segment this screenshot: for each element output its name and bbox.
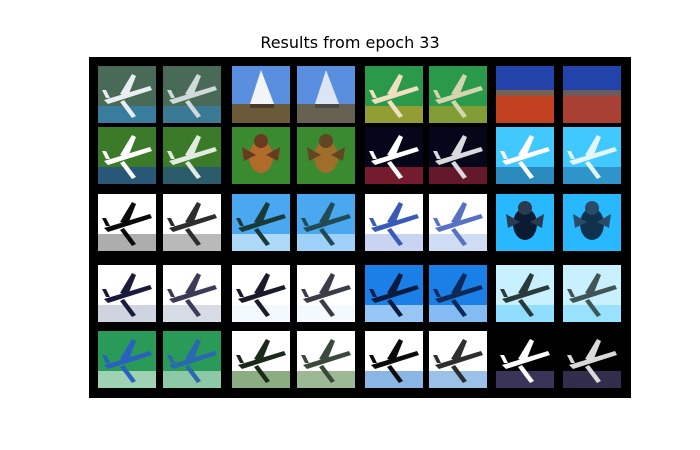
original-thumbnail <box>365 265 423 322</box>
original-thumbnail <box>496 331 554 388</box>
reconstruction-thumbnail <box>297 265 355 322</box>
original-thumbnail <box>365 66 423 123</box>
original-thumbnail <box>98 127 156 184</box>
reconstruction-thumbnail <box>163 265 221 322</box>
reconstruction-thumbnail <box>429 194 487 251</box>
image-grid-panel <box>89 57 631 398</box>
reconstruction-thumbnail <box>163 194 221 251</box>
original-thumbnail <box>98 331 156 388</box>
reconstruction-thumbnail <box>297 66 355 123</box>
original-thumbnail <box>98 66 156 123</box>
original-thumbnail <box>232 194 290 251</box>
figure-title: Results from epoch 33 <box>260 33 440 52</box>
reconstruction-thumbnail <box>563 194 621 251</box>
original-thumbnail <box>496 66 554 123</box>
original-thumbnail <box>365 194 423 251</box>
original-thumbnail <box>496 194 554 251</box>
reconstruction-thumbnail <box>563 331 621 388</box>
reconstruction-thumbnail <box>297 194 355 251</box>
original-thumbnail <box>496 265 554 322</box>
reconstruction-thumbnail <box>429 127 487 184</box>
original-thumbnail <box>98 265 156 322</box>
reconstruction-thumbnail <box>563 127 621 184</box>
reconstruction-thumbnail <box>297 127 355 184</box>
original-thumbnail <box>232 331 290 388</box>
reconstruction-thumbnail <box>429 331 487 388</box>
reconstruction-thumbnail <box>563 265 621 322</box>
reconstruction-thumbnail <box>163 331 221 388</box>
reconstruction-thumbnail <box>163 66 221 123</box>
original-thumbnail <box>232 265 290 322</box>
original-thumbnail <box>365 331 423 388</box>
reconstruction-thumbnail <box>163 127 221 184</box>
original-thumbnail <box>232 66 290 123</box>
reconstruction-thumbnail <box>429 66 487 123</box>
original-thumbnail <box>496 127 554 184</box>
reconstruction-thumbnail <box>297 331 355 388</box>
original-thumbnail <box>98 194 156 251</box>
original-thumbnail <box>365 127 423 184</box>
original-thumbnail <box>232 127 290 184</box>
reconstruction-thumbnail <box>429 265 487 322</box>
reconstruction-thumbnail <box>563 66 621 123</box>
